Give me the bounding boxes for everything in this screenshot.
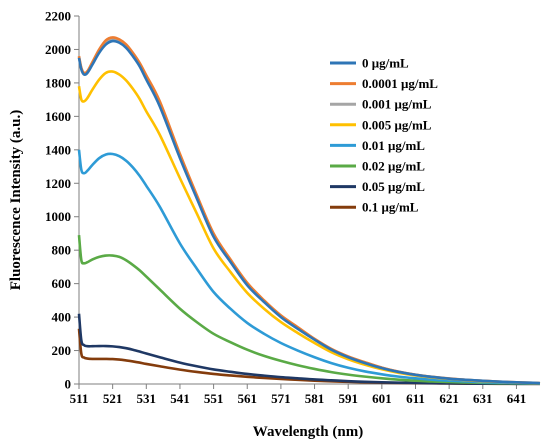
x-tick-label: 551 <box>204 391 224 406</box>
y-tick-label: 1000 <box>45 209 71 224</box>
series-line-1 <box>77 36 541 385</box>
series-line-5 <box>77 235 541 385</box>
y-tick-label: 200 <box>52 343 72 358</box>
x-tick-label: 641 <box>507 391 527 406</box>
x-tick-label: 541 <box>170 391 190 406</box>
series-line-6 <box>77 313 540 386</box>
x-tick-label: 611 <box>406 391 425 406</box>
legend-label: 0.0001 μg/mL <box>362 76 438 91</box>
x-tick-label: 631 <box>473 391 493 406</box>
axes <box>78 16 540 385</box>
y-tick-label: 2200 <box>45 9 71 24</box>
legend-label: 0.01 μg/mL <box>362 138 425 153</box>
legend-label: 0.05 μg/mL <box>362 179 425 194</box>
series-line-0 <box>77 39 541 385</box>
series-line-4 <box>77 149 541 385</box>
y-tick-label: 2000 <box>45 42 71 57</box>
legend-label: 0.02 μg/mL <box>362 159 425 174</box>
x-tick-label: 531 <box>137 391 157 406</box>
x-tick-label: 601 <box>372 391 392 406</box>
legend-label: 0.005 μg/mL <box>362 117 432 132</box>
series-line-2 <box>77 37 541 385</box>
y-tick-label: 600 <box>52 276 72 291</box>
y-tick-label: 800 <box>52 243 72 258</box>
legend: 0 μg/mL 0.0001 μg/mL 0.001 μg/mL 0.005 μg/m… <box>330 56 438 215</box>
legend-label: 0 μg/mL <box>362 56 409 71</box>
x-tick-label: 511 <box>70 391 89 406</box>
x-tick-label: 591 <box>338 391 358 406</box>
x-tick-label: 571 <box>271 391 291 406</box>
y-tick-label: 1200 <box>45 176 71 191</box>
x-tick-label: 581 <box>305 391 325 406</box>
y-tick-label: 1800 <box>45 75 71 90</box>
y-tick-label: 0 <box>65 377 72 392</box>
y-tick-label: 1400 <box>45 142 71 157</box>
x-tick-label: 521 <box>103 391 123 406</box>
tick-labels: 0 200 400 600 800 1000 1200 1400 1600 1800 2000 220… <box>45 9 526 407</box>
x-tick-label: 561 <box>237 391 257 406</box>
x-axis-title: Wavelength (nm) <box>253 424 363 440</box>
x-tick-label: 621 <box>439 391 459 406</box>
y-axis-title: Fluorescence Intensity (a.u.) <box>8 110 24 291</box>
legend-label: 0.1 μg/mL <box>362 200 419 215</box>
legend-label: 0.001 μg/mL <box>362 97 432 112</box>
series-lines <box>77 36 541 386</box>
y-tick-label: 400 <box>52 310 72 325</box>
y-tick-label: 1600 <box>45 109 71 124</box>
